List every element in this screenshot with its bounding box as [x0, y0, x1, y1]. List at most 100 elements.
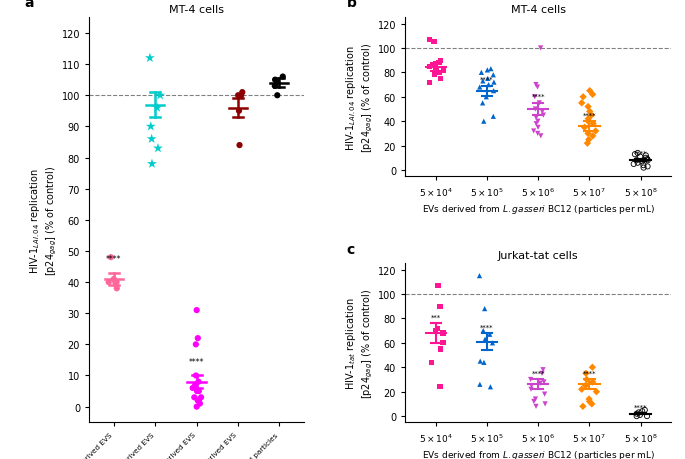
Point [272, 92, 283, 100]
Point [582, 140, 593, 147]
Text: ****: **** [106, 255, 122, 264]
Point [269, 83, 280, 90]
Point [272, 80, 283, 87]
Point [525, 386, 536, 393]
Point [628, 161, 639, 168]
Point [192, 335, 203, 342]
Point [532, 84, 543, 91]
Point [477, 78, 488, 85]
Point [475, 358, 486, 365]
Point [187, 385, 198, 392]
Point [638, 162, 649, 169]
Point [483, 82, 494, 89]
Point [583, 116, 594, 123]
Point [233, 92, 244, 100]
Point [584, 136, 595, 144]
Point [634, 411, 645, 419]
Point [237, 89, 248, 96]
Point [436, 346, 447, 353]
Point [584, 396, 595, 403]
Point [481, 94, 492, 101]
Point [110, 279, 121, 286]
Point [438, 330, 449, 337]
Text: ****: **** [532, 94, 545, 100]
Point [643, 157, 653, 165]
Point [579, 124, 590, 132]
Point [438, 67, 449, 74]
Point [108, 276, 119, 283]
Point [191, 307, 202, 314]
Point [532, 130, 543, 138]
Point [587, 133, 598, 140]
Point [434, 303, 445, 310]
Point [632, 160, 643, 167]
Point [234, 108, 245, 115]
Point [434, 69, 445, 77]
Text: a: a [25, 0, 34, 10]
Title: MT-4 cells: MT-4 cells [169, 5, 224, 15]
Point [581, 376, 592, 383]
Point [530, 396, 541, 403]
Point [591, 388, 602, 396]
Point [438, 339, 449, 347]
Title: MT-4 cells: MT-4 cells [511, 5, 566, 15]
Point [475, 381, 486, 388]
Point [111, 279, 122, 286]
Point [642, 413, 653, 420]
Point [631, 157, 642, 165]
Point [531, 115, 542, 122]
Point [584, 108, 595, 116]
Point [147, 161, 158, 168]
Point [193, 378, 204, 386]
Point [432, 325, 443, 332]
Point [642, 163, 653, 171]
Point [270, 77, 281, 84]
Point [424, 37, 435, 44]
Point [482, 67, 493, 74]
Point [236, 92, 247, 100]
Point [580, 370, 591, 377]
Point [486, 66, 497, 73]
Text: ****: **** [480, 77, 494, 83]
Point [586, 112, 597, 119]
Point [576, 100, 587, 107]
Point [478, 327, 489, 335]
Point [630, 151, 640, 158]
Text: ****: **** [634, 403, 647, 409]
Point [577, 94, 588, 101]
Point [195, 400, 206, 407]
Point [487, 339, 498, 347]
Point [424, 79, 435, 87]
Y-axis label: HIV-1$_{tat}$ replication
[p24$_{gag}$] (% of control): HIV-1$_{tat}$ replication [p24$_{gag}$] … [345, 288, 375, 398]
Point [532, 118, 543, 126]
Point [538, 378, 549, 386]
Point [534, 100, 545, 107]
Point [525, 376, 536, 383]
Point [433, 60, 444, 67]
Point [485, 383, 496, 391]
Point [633, 409, 644, 416]
Point [478, 359, 489, 366]
Point [193, 387, 204, 395]
Point [430, 65, 441, 72]
Point [429, 327, 440, 335]
Point [639, 406, 650, 414]
Text: b: b [347, 0, 356, 11]
Point [632, 150, 643, 157]
Point [638, 165, 649, 172]
Point [234, 142, 245, 150]
Y-axis label: HIV-1$_{LAI.04}$ replication
[p24$_{gag}$] (% of control): HIV-1$_{LAI.04}$ replication [p24$_{gag}… [345, 43, 375, 152]
Point [580, 382, 591, 389]
Point [539, 391, 550, 398]
Point [103, 279, 114, 286]
Point [538, 112, 549, 119]
Point [532, 124, 543, 132]
Point [424, 63, 435, 71]
Point [531, 121, 542, 128]
Point [584, 398, 595, 405]
Point [538, 366, 549, 374]
Text: ****: **** [189, 358, 204, 366]
Point [583, 118, 594, 126]
Point [277, 74, 288, 81]
Point [642, 156, 653, 163]
